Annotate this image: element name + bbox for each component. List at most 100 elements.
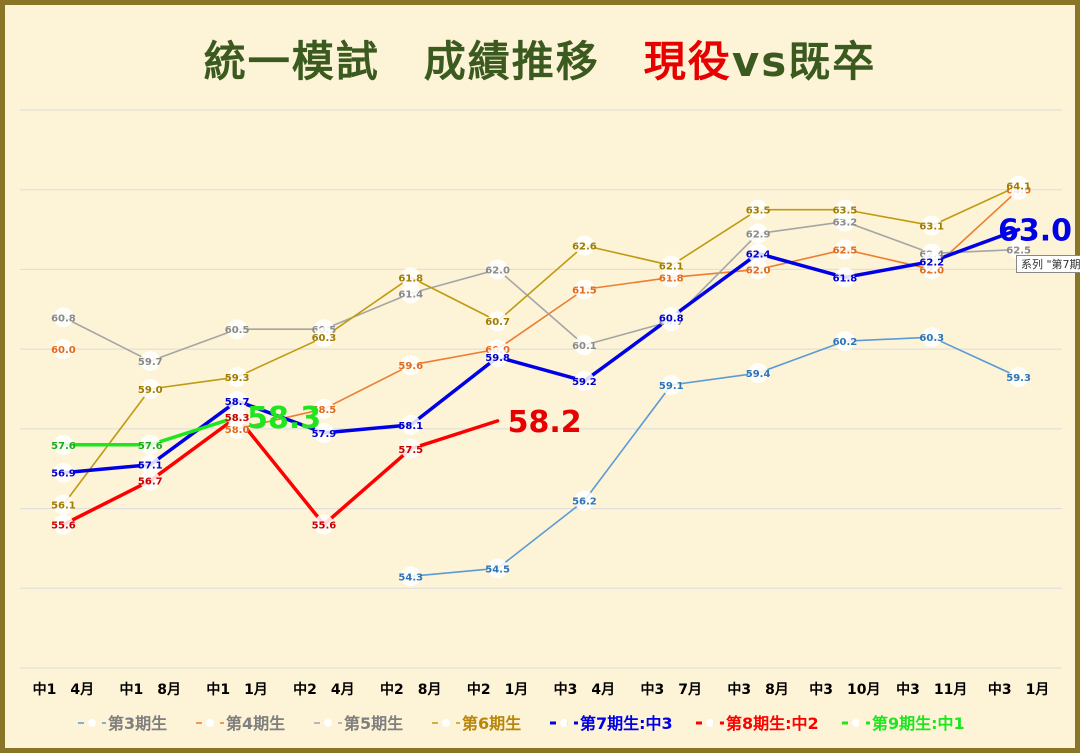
chart-title: 統一模試 成績推移 現役vs既卒 (0, 28, 1080, 89)
data-label: 60.5 (225, 325, 250, 336)
data-point-marker (140, 434, 161, 455)
data-point-marker (227, 319, 248, 340)
data-label: 57.1 (138, 461, 163, 472)
legend-item: 第6期生 (432, 714, 521, 733)
data-point-marker (53, 434, 74, 455)
x-tick-label: 中2 4月 (293, 681, 354, 698)
data-label: 62.1 (659, 261, 684, 272)
data-point-marker (400, 267, 421, 288)
legend-label: 第5期生 (344, 714, 403, 733)
data-label: 62.0 (746, 265, 771, 276)
legend-item: 第7期生:中3 (550, 714, 673, 733)
data-label: 63.5 (833, 206, 858, 217)
highlight-data-label: 63.0 (998, 214, 1072, 249)
x-tick-label: 中2 1月 (467, 681, 528, 698)
legend-label: 第6期生 (462, 714, 521, 733)
data-point-marker (1008, 367, 1029, 388)
legend-label: 第7期生:中3 (580, 714, 673, 733)
data-label: 62.0 (485, 265, 510, 276)
data-point-marker (834, 267, 855, 288)
data-label: 61.8 (659, 273, 684, 284)
data-label: 61.8 (398, 273, 423, 284)
data-point-marker (227, 390, 248, 411)
data-point-marker (748, 259, 769, 280)
legend-item: 第9期生:中1 (842, 714, 965, 733)
series-line (62, 220, 1020, 362)
data-point-marker (53, 494, 74, 515)
data-point-marker (921, 215, 942, 236)
x-tick-label: 中3 7月 (641, 681, 702, 698)
legend-marker (88, 719, 96, 727)
legend-label: 第8期生:中2 (726, 714, 819, 733)
data-label: 57.6 (51, 441, 76, 452)
data-point-marker (140, 470, 161, 491)
data-point-marker (748, 223, 769, 244)
data-label: 60.1 (572, 341, 597, 352)
data-label: 62.6 (572, 242, 597, 253)
data-label: 58.1 (398, 421, 423, 432)
data-point-marker (400, 438, 421, 459)
data-label: 59.3 (225, 373, 250, 384)
data-label: 60.7 (485, 317, 510, 328)
data-point-marker (53, 462, 74, 483)
data-label: 56.1 (51, 501, 76, 512)
series-line (62, 184, 1020, 506)
data-point-marker (921, 251, 942, 272)
legend-item: 第4期生 (196, 714, 285, 733)
data-point-marker (140, 351, 161, 372)
data-label: 62.4 (746, 249, 771, 260)
data-label: 62.2 (919, 257, 944, 268)
data-label: 59.8 (485, 353, 510, 364)
highlight-data-label: 58.2 (508, 405, 582, 440)
data-point-marker (661, 375, 682, 396)
legend-marker (442, 719, 450, 727)
data-point-marker (834, 239, 855, 260)
series-line (61, 227, 1021, 475)
x-tick-label: 中3 4月 (554, 681, 615, 698)
data-label: 56.7 (138, 477, 163, 488)
data-label: 56.9 (51, 469, 76, 480)
data-label: 58.0 (225, 425, 250, 436)
legend-label: 第9期生:中1 (872, 714, 965, 733)
data-label: 59.4 (746, 369, 771, 380)
data-point-marker (313, 422, 334, 443)
data-point-marker (400, 566, 421, 587)
data-label: 60.8 (659, 313, 684, 324)
data-point-marker (400, 283, 421, 304)
data-label: 59.7 (138, 357, 163, 368)
data-label: 57.5 (398, 445, 423, 456)
data-point-marker (400, 414, 421, 435)
data-label: 58.5 (312, 405, 337, 416)
title-rest: 既卒 (788, 37, 877, 86)
data-point-marker (574, 235, 595, 256)
legend-marker (852, 719, 860, 727)
title-highlight: 現役 (643, 37, 732, 86)
data-label: 55.6 (312, 521, 337, 532)
title-vs: vs (731, 37, 789, 86)
data-label: 61.4 (398, 289, 423, 300)
data-point-marker (53, 307, 74, 328)
data-point-marker (487, 558, 508, 579)
data-point-marker (53, 339, 74, 360)
series-line (236, 188, 1020, 430)
data-point-marker (227, 406, 248, 427)
data-label: 55.6 (51, 521, 76, 532)
data-label: 63.1 (919, 222, 944, 233)
data-label: 54.3 (398, 572, 423, 583)
data-label: 61.5 (572, 285, 597, 296)
data-point-marker (140, 379, 161, 399)
x-tick-label: 中3 10月 (809, 681, 880, 698)
data-point-marker (487, 259, 508, 280)
legend-marker (206, 719, 214, 727)
data-label: 63.5 (746, 206, 771, 217)
x-tick-label: 中1 4月 (33, 681, 94, 698)
data-label: 60.2 (833, 337, 858, 348)
data-point-marker (748, 363, 769, 384)
x-tick-label: 中2 8月 (380, 681, 441, 698)
legend-item: 第5期生 (314, 714, 403, 733)
data-point-marker (1008, 239, 1029, 260)
data-label: 59.0 (138, 385, 163, 396)
data-label: 59.2 (572, 377, 597, 388)
